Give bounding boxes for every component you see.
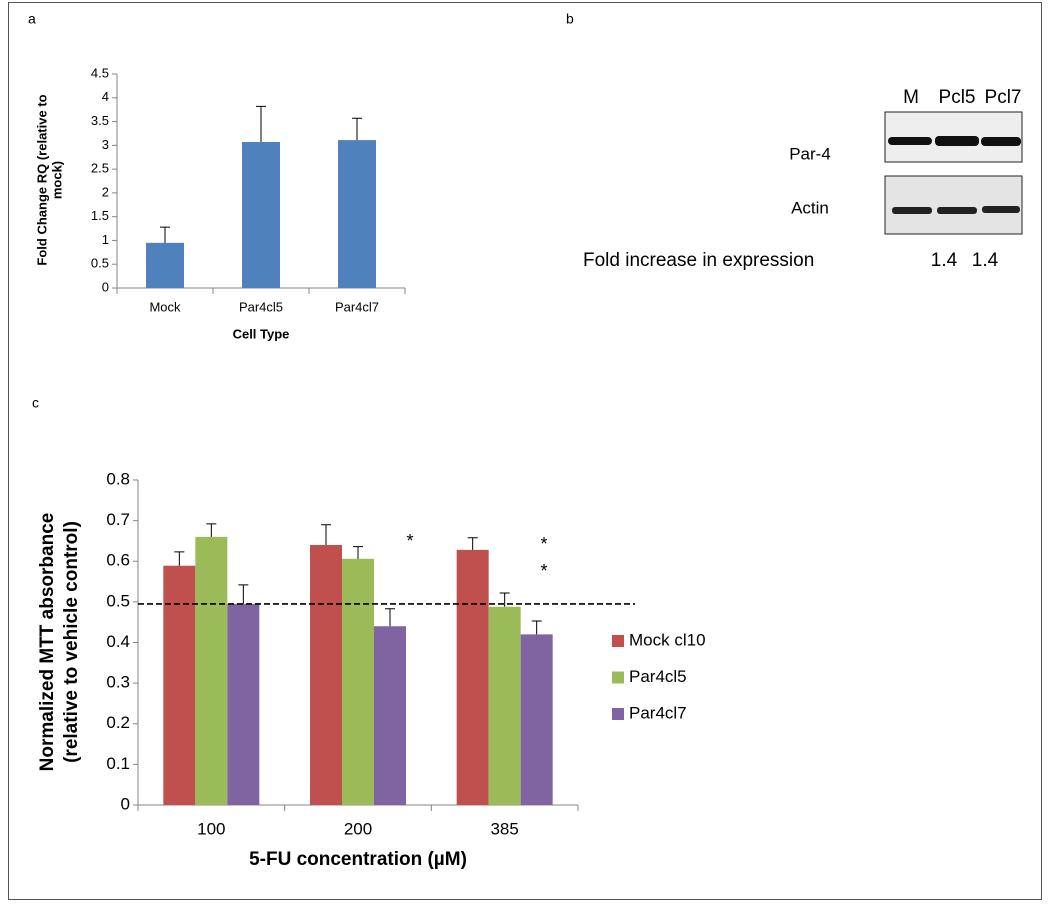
y-axis-label: Fold Change RQ (relative to: [34, 94, 49, 265]
y-tick-label: 2.5: [91, 161, 109, 176]
bar: [227, 603, 260, 805]
y-tick-label: 2: [102, 184, 109, 199]
x-axis-label: 5-FU concentration (µM): [249, 849, 467, 870]
y-tick-label: 0.7: [106, 510, 130, 529]
legend-label: Par4cl5: [629, 667, 687, 686]
y-axis-label: (relative to vehicle control): [61, 521, 82, 763]
x-tick-label: Mock: [149, 299, 181, 314]
bar: [195, 536, 228, 805]
figure-border: [8, 2, 1042, 900]
x-tick-label: Par4cl7: [335, 299, 379, 314]
legend-swatch: [612, 708, 624, 720]
y-tick-label: 0.5: [91, 256, 109, 271]
lane-label: Pcl5: [939, 87, 976, 108]
legend-label: Mock cl10: [629, 630, 706, 649]
error-bar: [238, 584, 249, 604]
y-tick-label: 0.8: [106, 469, 130, 488]
x-axis-label: Cell Type: [233, 326, 290, 341]
error-bar: [174, 551, 185, 566]
y-tick-label: 1: [102, 232, 109, 247]
y-tick-label: 0.3: [106, 673, 130, 692]
y-tick-label: 1.5: [91, 208, 109, 223]
panel-label: b: [566, 11, 574, 27]
x-tick-label: 100: [197, 819, 225, 838]
bar: [310, 545, 342, 805]
error-bar: [321, 524, 331, 545]
bar: [338, 140, 376, 288]
error-bar: [160, 226, 170, 243]
bar: [242, 142, 280, 288]
x-tick-label: 200: [344, 819, 372, 838]
error-bar: [499, 592, 510, 607]
fold-label: Fold increase in expression: [583, 250, 814, 271]
bar: [146, 242, 184, 288]
y-tick-label: 0.4: [106, 632, 130, 651]
y-tick-label: 3: [102, 137, 109, 152]
bar: [374, 626, 406, 805]
row-label: Par-4: [789, 144, 831, 163]
error-bar: [206, 523, 217, 537]
bar: [520, 634, 553, 805]
legend-swatch: [612, 671, 624, 684]
error-bar: [352, 117, 362, 141]
error-bar: [385, 608, 395, 627]
x-tick-label: 385: [490, 819, 518, 838]
y-tick-label: 0.6: [106, 551, 130, 570]
bar: [342, 558, 374, 805]
legend-label: Par4cl7: [629, 703, 687, 722]
panel-label: a: [28, 11, 36, 27]
y-tick-label: 3.5: [91, 113, 109, 128]
fold-value: 1.4: [972, 250, 999, 271]
error-bar: [531, 620, 542, 635]
y-tick-label: 0: [102, 279, 109, 294]
annotation: *: [540, 534, 547, 554]
legend-swatch: [612, 635, 624, 647]
annotation: *: [406, 531, 413, 551]
y-tick-label: 0: [121, 794, 130, 813]
y-tick-label: 4.5: [91, 65, 109, 80]
error-bar: [256, 105, 266, 143]
row-label: Actin: [791, 198, 829, 217]
y-tick-label: 4: [102, 89, 109, 104]
y-tick-label: 0.5: [106, 591, 130, 610]
panel-label: c: [32, 395, 39, 411]
annotation: *: [540, 561, 547, 581]
y-tick-label: 0.1: [106, 754, 130, 773]
bar: [163, 565, 196, 805]
fold-value: 1.4: [931, 250, 958, 271]
blot-image: [884, 111, 1023, 235]
bar: [488, 606, 521, 805]
error-bar: [467, 537, 478, 550]
lane-label: M: [903, 87, 919, 108]
bar: [456, 549, 489, 805]
lane-label: Pcl7: [985, 87, 1022, 108]
error-bar: [353, 546, 363, 559]
x-tick-label: Par4cl5: [239, 299, 283, 314]
y-axis-label: mock): [49, 161, 64, 199]
y-tick-label: 0.2: [106, 713, 130, 732]
y-axis-label: Normalized MTT absorbance: [37, 513, 58, 772]
